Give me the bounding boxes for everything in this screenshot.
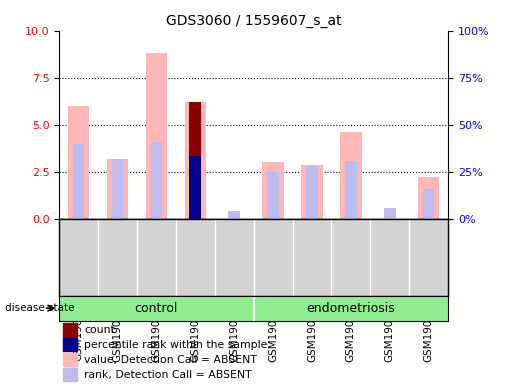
Bar — [73, 144, 84, 219]
Bar — [418, 177, 439, 219]
Title: GDS3060 / 1559607_s_at: GDS3060 / 1559607_s_at — [166, 14, 341, 28]
Text: endometriosis: endometriosis — [306, 302, 395, 314]
Text: control: control — [135, 302, 178, 314]
Bar — [63, 338, 77, 351]
Bar — [306, 166, 318, 219]
Bar — [68, 106, 90, 219]
Bar — [63, 323, 77, 337]
Bar — [150, 142, 162, 219]
Bar — [262, 162, 284, 219]
Bar — [228, 211, 240, 219]
Bar — [340, 132, 362, 219]
Text: value, Detection Call = ABSENT: value, Detection Call = ABSENT — [84, 355, 258, 365]
Bar — [184, 102, 206, 219]
Bar — [112, 159, 124, 219]
Bar — [63, 368, 77, 381]
Bar — [107, 159, 128, 219]
Text: percentile rank within the sample: percentile rank within the sample — [84, 340, 268, 350]
Bar — [190, 156, 201, 219]
Bar — [190, 102, 201, 219]
Bar — [63, 353, 77, 366]
Bar — [301, 165, 323, 219]
Text: count: count — [84, 325, 115, 335]
Bar — [267, 172, 279, 219]
Bar — [345, 161, 357, 219]
Text: disease state: disease state — [5, 303, 75, 313]
Bar — [423, 189, 435, 219]
Bar — [146, 53, 167, 219]
Bar — [384, 208, 396, 219]
Text: rank, Detection Call = ABSENT: rank, Detection Call = ABSENT — [84, 370, 252, 380]
